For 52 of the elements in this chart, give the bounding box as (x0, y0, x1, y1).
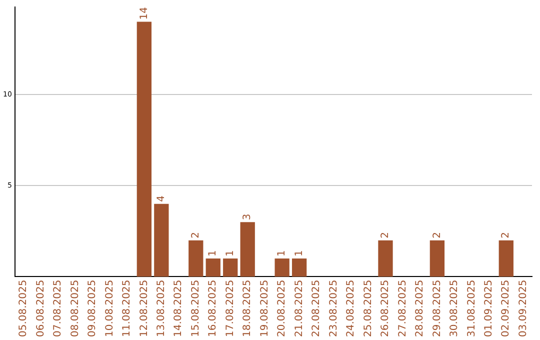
x-tick-label: 27.08.2025 (397, 280, 408, 338)
x-tick-label: 18.08.2025 (242, 280, 254, 338)
data-label: 1 (208, 250, 219, 257)
x-tick-label: 17.08.2025 (224, 280, 236, 338)
data-label: 2 (432, 232, 443, 238)
bar (292, 258, 307, 277)
x-tick-label: 13.08.2025 (156, 280, 168, 338)
x-tick-label: 08.08.2025 (70, 280, 81, 338)
x-tick-label: 24.08.2025 (346, 280, 357, 338)
x-tick-label: 23.08.2025 (328, 280, 340, 338)
x-tick-label: 07.08.2025 (52, 280, 64, 338)
x-tick-label: 06.08.2025 (35, 280, 46, 338)
x-tick-label: 02.09.2025 (500, 280, 512, 338)
x-tick-label: 25.08.2025 (362, 280, 374, 338)
x-tick-label: 21.08.2025 (294, 280, 305, 338)
x-tick-label: 26.08.2025 (380, 280, 392, 338)
x-tick-label: 12.08.2025 (138, 280, 150, 338)
x-tick-label: 16.08.2025 (208, 280, 219, 338)
x-tick-label: 28.08.2025 (414, 280, 426, 338)
data-label: 1 (224, 250, 236, 257)
x-tick-label: 01.09.2025 (484, 280, 495, 338)
data-label: 4 (156, 196, 168, 202)
x-tick-label: 09.08.2025 (87, 280, 98, 338)
x-tick-label: 03.09.2025 (518, 280, 529, 338)
bar (206, 258, 220, 277)
data-label: 1 (276, 250, 288, 257)
bar (240, 222, 255, 277)
bar (430, 240, 445, 277)
bar (188, 240, 204, 277)
data-label: 14 (138, 7, 150, 20)
bar (136, 22, 152, 277)
x-tick-label: 05.08.2025 (18, 280, 30, 338)
x-tick-label: 15.08.2025 (190, 280, 202, 338)
data-label: 3 (242, 214, 254, 220)
x-tick-label: 14.08.2025 (173, 280, 184, 338)
x-tick-label: 31.08.2025 (466, 280, 478, 338)
data-label: 2 (380, 232, 392, 238)
x-tick-label: 19.08.2025 (259, 280, 270, 338)
data-label: 2 (500, 232, 512, 238)
x-tick-label: 11.08.2025 (122, 280, 133, 338)
data-label: 1 (294, 250, 305, 257)
bar (154, 204, 169, 277)
data-label: 2 (190, 232, 202, 238)
x-tick-label: 29.08.2025 (432, 280, 443, 338)
bar (223, 258, 238, 277)
bar (378, 240, 393, 277)
x-tick-label: 22.08.2025 (311, 280, 322, 338)
bar (498, 240, 514, 277)
x-tick-label: 10.08.2025 (104, 280, 116, 338)
x-tick-label: 20.08.2025 (276, 280, 288, 338)
bar (274, 258, 290, 277)
x-tick-label: 30.08.2025 (449, 280, 460, 338)
